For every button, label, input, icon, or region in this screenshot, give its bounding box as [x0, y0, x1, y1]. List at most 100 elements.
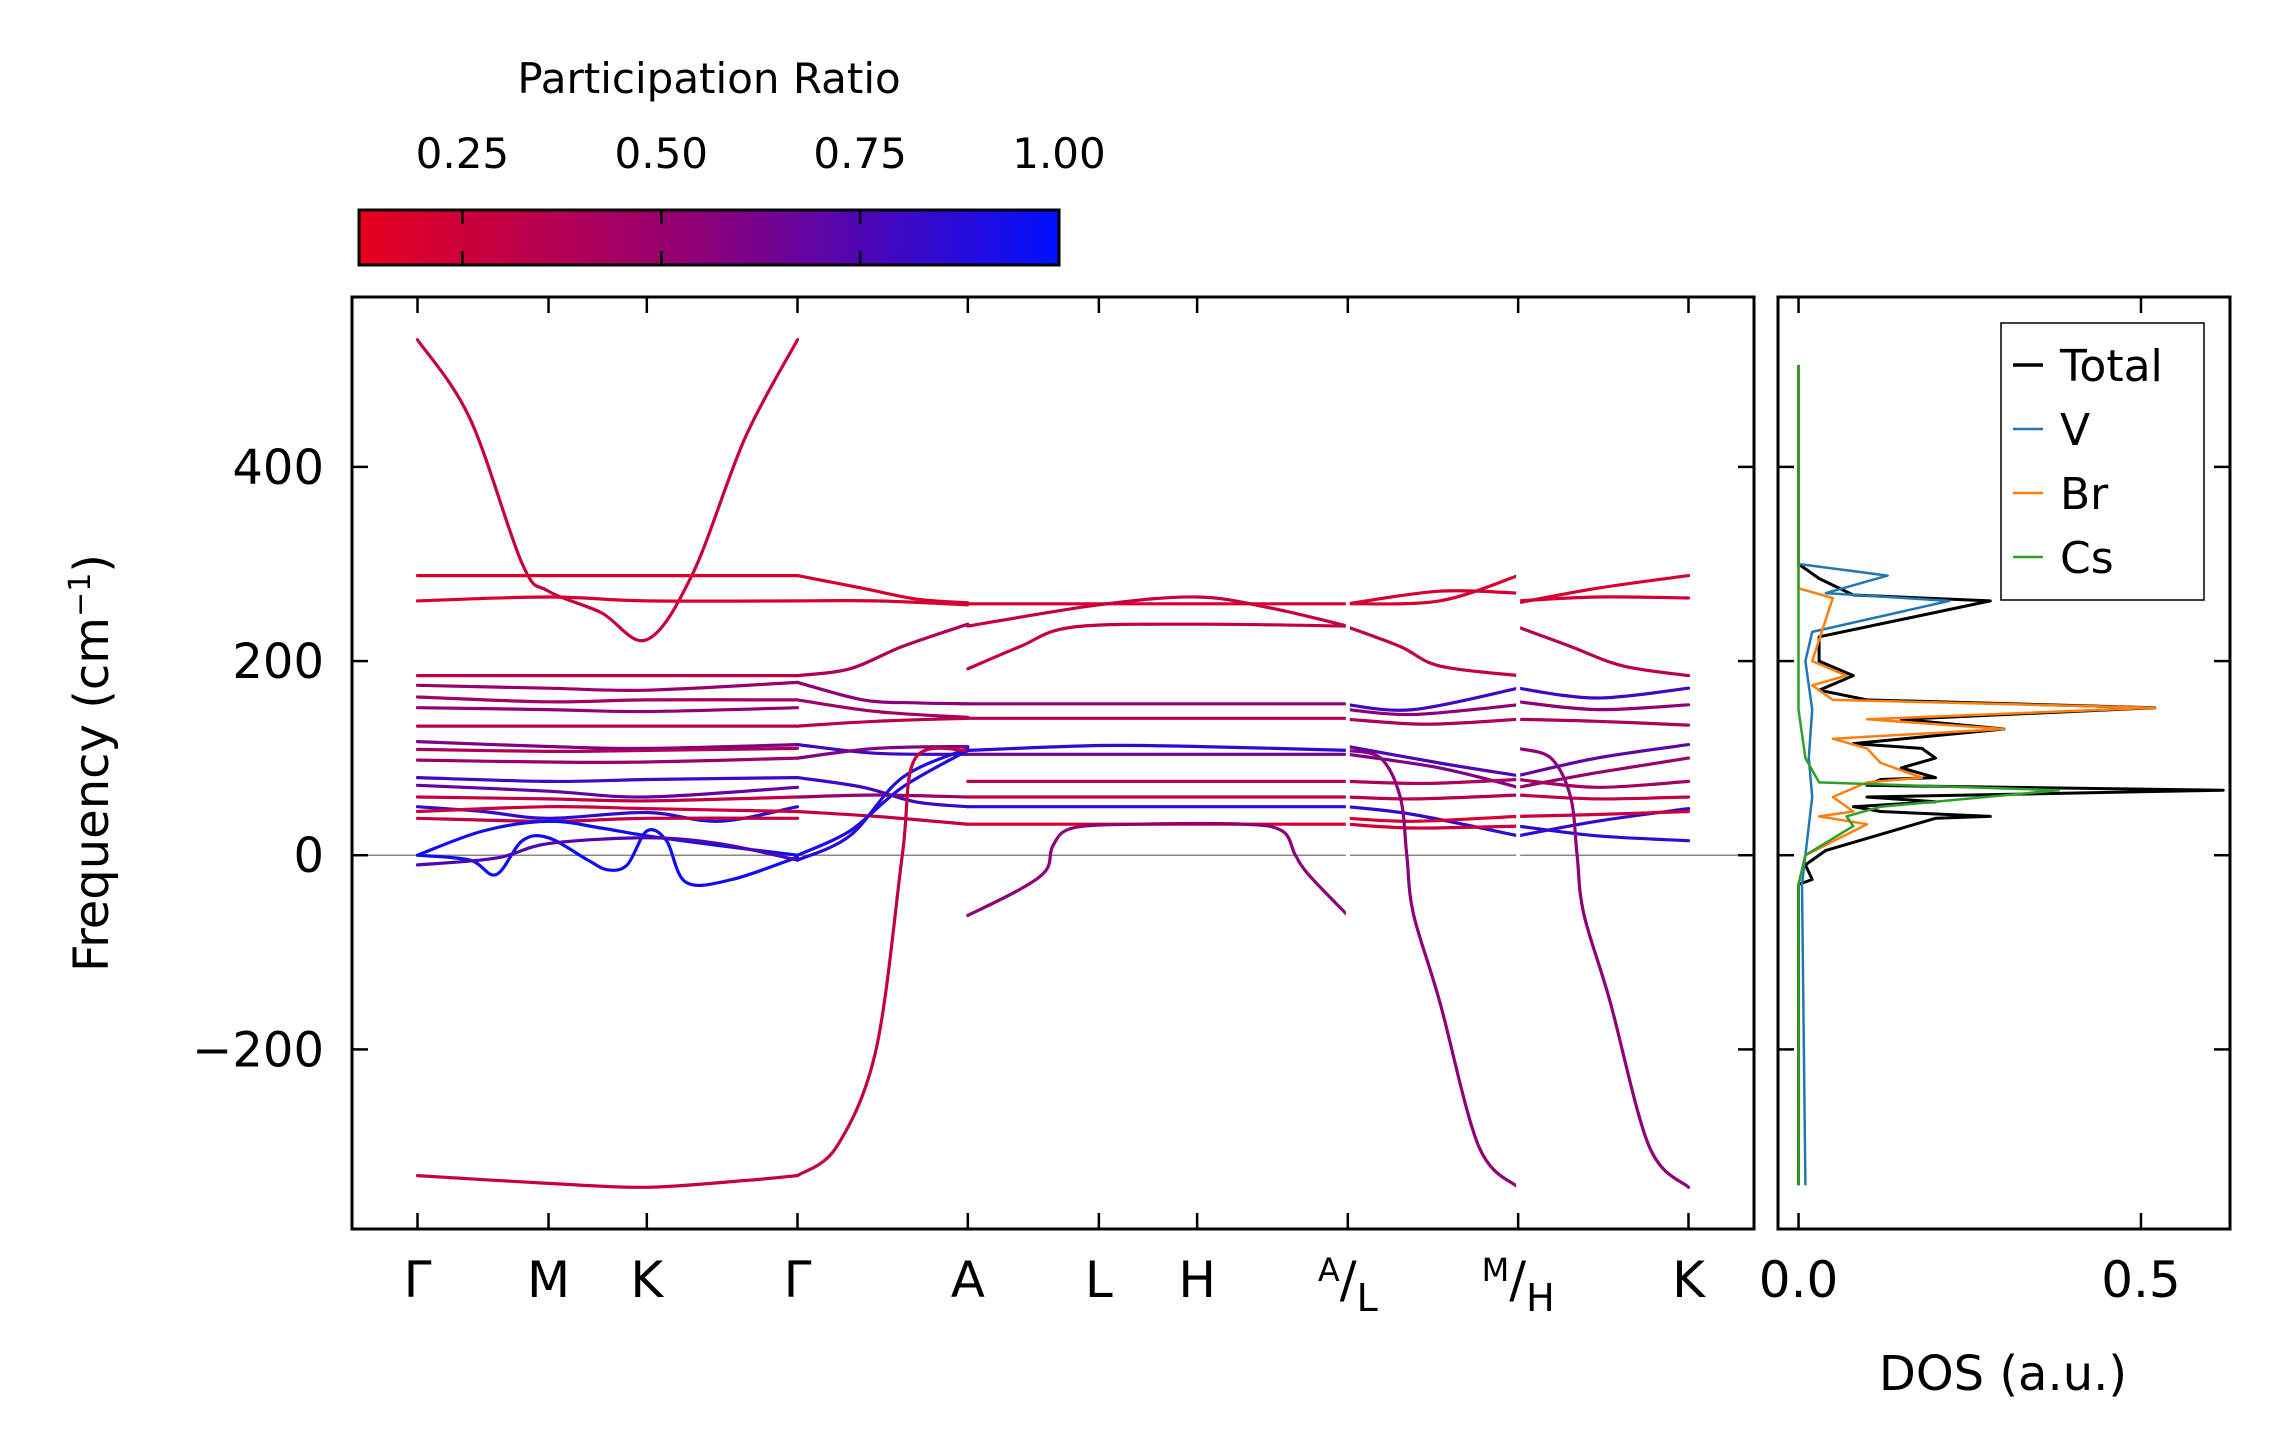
phonon-band — [415, 795, 800, 803]
high-symmetry-label: Γ — [784, 1251, 812, 1309]
phonon-band — [415, 805, 800, 823]
phonon-band — [415, 1174, 800, 1189]
legend-entries: Total V Br Cs — [2013, 341, 2163, 584]
phonon-band — [795, 598, 970, 607]
phonon-band — [415, 338, 800, 643]
phonon-bands — [415, 338, 1691, 1189]
y-tick-label: 0 — [293, 828, 324, 884]
colorbar-ticks: 0.25 0.50 0.75 1.00 — [416, 129, 1106, 265]
dos-series-br — [1797, 365, 2156, 1186]
phonon-band — [1346, 777, 1520, 786]
ylabel-close: ) — [64, 554, 120, 573]
phonon-band — [795, 698, 970, 719]
legend-label: Cs — [2060, 533, 2114, 584]
phonon-band — [415, 783, 800, 799]
phonon-band — [966, 595, 1350, 628]
dos-legend: Total V Br Cs — [2000, 322, 2205, 601]
phonon-band — [1516, 625, 1691, 678]
phonon-band — [795, 746, 970, 862]
legend-box — [2000, 322, 2205, 601]
phonon-band — [415, 819, 800, 857]
main-axes-frame — [350, 295, 1756, 1231]
phonon-band — [795, 746, 970, 1178]
phonon-band — [415, 695, 800, 704]
high-symmetry-label: Γ — [404, 1251, 432, 1309]
frequency-ticks: −200 0 200 400 — [192, 440, 1754, 1078]
phonon-band — [966, 622, 1350, 671]
phonon-band — [1516, 743, 1691, 778]
phonon-band — [1346, 805, 1520, 838]
phonon-band — [1346, 748, 1520, 1189]
phonon-band — [415, 746, 800, 754]
legend-label: Total — [2059, 341, 2163, 392]
phonon-band — [1516, 700, 1691, 712]
path-segment-breaks — [1345, 301, 1521, 1225]
phonon-band — [795, 793, 970, 799]
legend-label: V — [2060, 405, 2090, 456]
phonon-band — [1516, 824, 1691, 843]
phonon-band — [795, 574, 970, 605]
phonon-band — [795, 716, 970, 728]
colorbar-tick-label: 0.75 — [813, 129, 907, 178]
label-sup: M — [1482, 1251, 1510, 1289]
label-sup: A — [1318, 1251, 1340, 1289]
high-symmetry-label: M/H — [1482, 1251, 1555, 1320]
phonon-band — [1516, 756, 1691, 789]
dos-frequency-ticks — [1778, 465, 2230, 1051]
high-symmetry-label: L — [1085, 1251, 1113, 1309]
phonon-band — [415, 756, 800, 765]
phonon-band — [415, 595, 800, 603]
phonon-band — [1346, 686, 1520, 712]
dos-axes-frame — [1776, 295, 2232, 1231]
phonon-band — [795, 622, 970, 678]
high-symmetry-label: K — [630, 1251, 664, 1309]
y-tick-label: 400 — [232, 440, 324, 496]
label-main: / — [1340, 1251, 1357, 1309]
label-sub: L — [1357, 1276, 1378, 1320]
dos-panel: 0.0 0.5 DOS (a.u.) Total V Br Cs — [1759, 295, 2232, 1402]
phonon-band — [795, 744, 970, 760]
dos-series-cs — [1797, 365, 2061, 1186]
phonon-band — [1346, 589, 1520, 606]
high-symmetry-label: H — [1178, 1251, 1216, 1309]
phonon-band — [415, 827, 800, 888]
phonon-band — [1516, 686, 1691, 700]
high-symmetry-ticks: Γ M K Γ A L H A/LM/H K — [404, 297, 1706, 1320]
colorbar-gradient — [357, 208, 1061, 267]
phonon-band — [1516, 746, 1691, 1189]
phonon-band — [415, 680, 800, 693]
phonon-band — [1346, 625, 1520, 678]
dos-ticks: 0.0 0.5 — [1759, 297, 2181, 1309]
phonon-band — [1346, 752, 1520, 789]
phonon-band — [415, 836, 800, 867]
colorbar-title: Participation Ratio — [517, 54, 900, 103]
phonon-band — [1516, 595, 1691, 603]
frequency-axis-label: Frequency (cm−1) — [63, 554, 120, 972]
phonon-band — [1516, 717, 1691, 727]
phonon-band — [1516, 809, 1691, 818]
y-tick-label: 200 — [232, 634, 324, 690]
phonon-band — [1346, 717, 1520, 726]
high-symmetry-label: A/L — [1318, 1251, 1378, 1320]
phonon-band — [415, 706, 800, 714]
high-symmetry-label: K — [1672, 1251, 1706, 1309]
phonon-band — [795, 680, 970, 706]
phonon-band — [415, 805, 800, 814]
ylabel-main: Frequency (cm — [64, 617, 120, 972]
phonon-band — [415, 816, 800, 823]
dos-curves — [1797, 365, 2225, 1186]
high-symmetry-label: A — [951, 1251, 985, 1309]
dos-axis-label: DOS (a.u.) — [1879, 1346, 2127, 1402]
phonon-band — [1516, 777, 1691, 789]
phonon-band — [1346, 814, 1520, 823]
phonon-band — [415, 740, 800, 751]
phonon-band — [1346, 822, 1520, 830]
y-tick-label: −200 — [192, 1022, 324, 1078]
colorbar: Participation Ratio 0.25 0.50 0.75 1.00 — [357, 54, 1106, 267]
phonon-band — [1346, 793, 1520, 801]
colorbar-tick-label: 1.00 — [1012, 129, 1106, 178]
legend-label: Br — [2060, 469, 2109, 520]
phonon-band — [966, 821, 1350, 917]
label-sub: H — [1526, 1276, 1555, 1320]
